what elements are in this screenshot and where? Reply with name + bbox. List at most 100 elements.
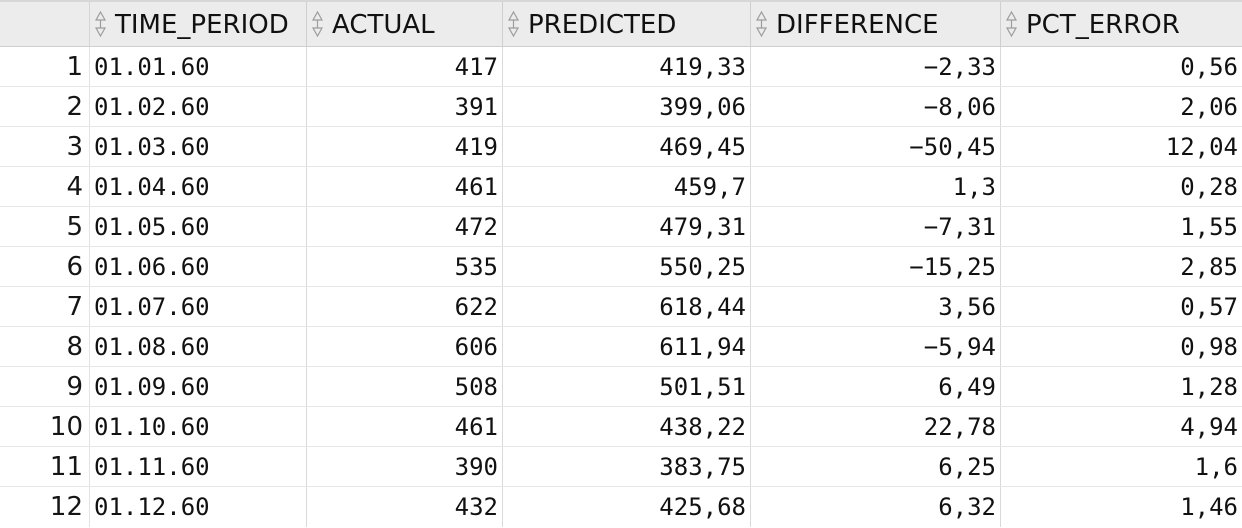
- pct-error-cell[interactable]: 0,98: [1180, 332, 1238, 361]
- table-row[interactable]: 9 01.09.60 508 501,51 6,49 1,28: [0, 367, 1242, 407]
- actual-cell[interactable]: 391: [307, 87, 503, 126]
- difference-cell[interactable]: 3,56: [751, 287, 1001, 326]
- table-row[interactable]: 2 01.02.60 391 399,06 −8,06 2,06: [0, 87, 1242, 127]
- column-header-pct-error[interactable]: PCT_ERROR: [1001, 2, 1242, 46]
- table-row[interactable]: 12 01.12.60 432 425,68 6,32 1,46: [0, 487, 1242, 527]
- pct-error-cell[interactable]: 2,06: [1180, 92, 1238, 121]
- pct-error-cell[interactable]: 1,46: [1180, 493, 1238, 521]
- actual-cell[interactable]: 461: [307, 167, 503, 206]
- row-number: 6: [0, 247, 90, 286]
- sort-icon[interactable]: [311, 10, 324, 38]
- row-number: 2: [0, 87, 90, 126]
- row-number: 8: [0, 327, 90, 366]
- header-row: TIME_PERIOD ACTUAL PREDICTED: [0, 2, 1242, 47]
- predicted-cell[interactable]: 469,45: [503, 127, 751, 166]
- column-header-label: DIFFERENCE: [776, 10, 939, 40]
- table-row[interactable]: 8 01.08.60 606 611,94 −5,94 0,98: [0, 327, 1242, 367]
- time-period-cell[interactable]: 01.07.60: [90, 287, 307, 326]
- time-period-cell[interactable]: 01.06.60: [90, 247, 307, 286]
- table-row[interactable]: 1 01.01.60 417 419,33 −2,33 0,56: [0, 47, 1242, 87]
- predicted-cell[interactable]: 419,33: [503, 47, 751, 86]
- predicted-cell[interactable]: 611,94: [503, 327, 751, 366]
- predicted-cell[interactable]: 501,51: [503, 367, 751, 406]
- pct-error-cell[interactable]: 12,04: [1165, 132, 1238, 161]
- predicted-cell[interactable]: 459,7: [503, 167, 751, 206]
- time-period-cell[interactable]: 01.12.60: [90, 487, 307, 527]
- actual-cell[interactable]: 390: [307, 447, 503, 486]
- column-header-difference[interactable]: DIFFERENCE: [751, 2, 1001, 46]
- time-period-cell[interactable]: 01.11.60: [90, 447, 307, 486]
- column-header-label: TIME_PERIOD: [115, 10, 289, 40]
- table-row[interactable]: 11 01.11.60 390 383,75 6,25 1,6: [0, 447, 1242, 487]
- pct-error-cell[interactable]: 1,28: [1180, 372, 1238, 401]
- actual-cell[interactable]: 417: [307, 47, 503, 86]
- table-row[interactable]: 10 01.10.60 461 438,22 22,78 4,94: [0, 407, 1242, 447]
- difference-cell[interactable]: 6,32: [751, 487, 1001, 527]
- predicted-cell[interactable]: 550,25: [503, 247, 751, 286]
- actual-cell[interactable]: 535: [307, 247, 503, 286]
- pct-error-cell[interactable]: 2,85: [1180, 252, 1238, 281]
- column-header-label: PREDICTED: [528, 10, 677, 40]
- difference-cell[interactable]: −7,31: [751, 207, 1001, 246]
- sort-icon[interactable]: [1005, 10, 1018, 38]
- predicted-cell[interactable]: 479,31: [503, 207, 751, 246]
- time-period-cell[interactable]: 01.01.60: [90, 47, 307, 86]
- actual-cell[interactable]: 508: [307, 367, 503, 406]
- column-header-actual[interactable]: ACTUAL: [307, 2, 503, 46]
- column-header-label: PCT_ERROR: [1026, 10, 1180, 40]
- pct-error-cell[interactable]: 0,57: [1180, 292, 1238, 321]
- row-number: 12: [0, 487, 90, 527]
- row-number: 11: [0, 447, 90, 486]
- actual-cell[interactable]: 606: [307, 327, 503, 366]
- table-row[interactable]: 5 01.05.60 472 479,31 −7,31 1,55: [0, 207, 1242, 247]
- difference-cell[interactable]: −5,94: [751, 327, 1001, 366]
- pct-error-cell[interactable]: 4,94: [1180, 412, 1238, 441]
- time-period-cell[interactable]: 01.05.60: [90, 207, 307, 246]
- predicted-cell[interactable]: 618,44: [503, 287, 751, 326]
- difference-cell[interactable]: −50,45: [751, 127, 1001, 166]
- difference-cell[interactable]: −15,25: [751, 247, 1001, 286]
- time-period-cell[interactable]: 01.10.60: [90, 407, 307, 446]
- sort-icon[interactable]: [94, 10, 107, 38]
- column-header-time-period[interactable]: TIME_PERIOD: [90, 2, 307, 46]
- row-number: 4: [0, 167, 90, 206]
- time-period-cell[interactable]: 01.09.60: [90, 367, 307, 406]
- table-row[interactable]: 7 01.07.60 622 618,44 3,56 0,57: [0, 287, 1242, 327]
- difference-cell[interactable]: 22,78: [751, 407, 1001, 446]
- column-header-predicted[interactable]: PREDICTED: [503, 2, 751, 46]
- predicted-cell[interactable]: 438,22: [503, 407, 751, 446]
- difference-cell[interactable]: −8,06: [751, 87, 1001, 126]
- table-row[interactable]: 3 01.03.60 419 469,45 −50,45 12,04: [0, 127, 1242, 167]
- time-period-cell[interactable]: 01.03.60: [90, 127, 307, 166]
- difference-cell[interactable]: 6,49: [751, 367, 1001, 406]
- actual-cell[interactable]: 622: [307, 287, 503, 326]
- predicted-cell[interactable]: 425,68: [503, 487, 751, 527]
- sort-icon[interactable]: [755, 10, 768, 38]
- actual-cell[interactable]: 419: [307, 127, 503, 166]
- table-row[interactable]: 6 01.06.60 535 550,25 −15,25 2,85: [0, 247, 1242, 287]
- actual-cell[interactable]: 432: [307, 487, 503, 527]
- pct-error-cell[interactable]: 0,56: [1180, 52, 1238, 81]
- row-number: 7: [0, 287, 90, 326]
- row-number: 1: [0, 47, 90, 86]
- row-number: 10: [0, 407, 90, 446]
- predicted-cell[interactable]: 399,06: [503, 87, 751, 126]
- difference-cell[interactable]: −2,33: [751, 47, 1001, 86]
- difference-cell[interactable]: 6,25: [751, 447, 1001, 486]
- pct-error-cell[interactable]: 1,55: [1180, 212, 1238, 241]
- table-row[interactable]: 4 01.04.60 461 459,7 1,3 0,28: [0, 167, 1242, 207]
- actual-cell[interactable]: 461: [307, 407, 503, 446]
- difference-cell[interactable]: 1,3: [751, 167, 1001, 206]
- actual-cell[interactable]: 472: [307, 207, 503, 246]
- pct-error-cell[interactable]: 0,28: [1180, 172, 1238, 201]
- row-number: 5: [0, 207, 90, 246]
- pct-error-cell[interactable]: 1,6: [1194, 452, 1238, 481]
- column-header-label: ACTUAL: [332, 10, 435, 40]
- predicted-cell[interactable]: 383,75: [503, 447, 751, 486]
- sort-icon[interactable]: [507, 10, 520, 38]
- row-number: 9: [0, 367, 90, 406]
- time-period-cell[interactable]: 01.04.60: [90, 167, 307, 206]
- time-period-cell[interactable]: 01.08.60: [90, 327, 307, 366]
- time-period-cell[interactable]: 01.02.60: [90, 87, 307, 126]
